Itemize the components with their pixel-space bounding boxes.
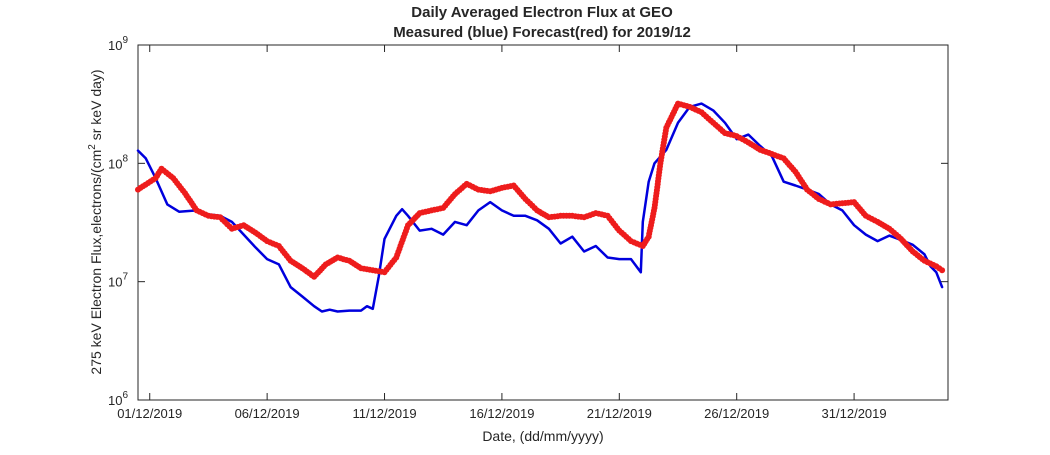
y-tick-exponent: 8 (122, 153, 128, 164)
x-tick-label: 16/12/2019 (469, 406, 534, 421)
y-tick-exponent: 9 (122, 35, 128, 46)
y-tick-base: 10 (108, 156, 122, 171)
axes-layer: 01/12/2019 06/12/2019 11/12/2019 16/12/2019… (108, 35, 948, 421)
x-tick-label: 06/12/2019 (235, 406, 300, 421)
y-axis-label-superscript: 2 (87, 144, 98, 150)
y-axis-label: 275 keV Electron Flux,electrons/(cm2 sr … (87, 69, 104, 374)
y-tick-base: 10 (108, 275, 122, 290)
y-tick-label: 109 (108, 35, 128, 53)
y-tick-exponent: 6 (122, 390, 128, 401)
series-layer (135, 100, 946, 313)
y-axis-label-main: 275 keV Electron Flux,electrons/(cm (88, 150, 104, 375)
chart-subtitle: Measured (blue) Forecast(red) for 2019/1… (393, 24, 691, 41)
y-tick-exponent: 7 (122, 272, 128, 283)
x-tick-label: 31/12/2019 (822, 406, 887, 421)
forecast-flux-point (939, 267, 946, 274)
x-tick-label: 21/12/2019 (587, 406, 652, 421)
y-tick-base: 10 (108, 393, 122, 408)
x-axis-label: Date, (dd/mm/yyyy) (482, 428, 603, 444)
chart-title: Daily Averaged Electron Flux at GEO (411, 4, 673, 21)
x-tick-label: 11/12/2019 (352, 406, 416, 421)
x-tick-label: 01/12/2019 (117, 406, 182, 421)
plot-area-frame (137, 44, 949, 401)
y-tick-label: 108 (108, 153, 128, 171)
y-tick-base: 10 (108, 38, 122, 53)
y-axis-label-tail: sr keV day) (88, 69, 104, 144)
y-tick-label: 106 (108, 390, 128, 408)
y-tick-label: 107 (108, 272, 128, 290)
x-tick-label: 26/12/2019 (704, 406, 769, 421)
